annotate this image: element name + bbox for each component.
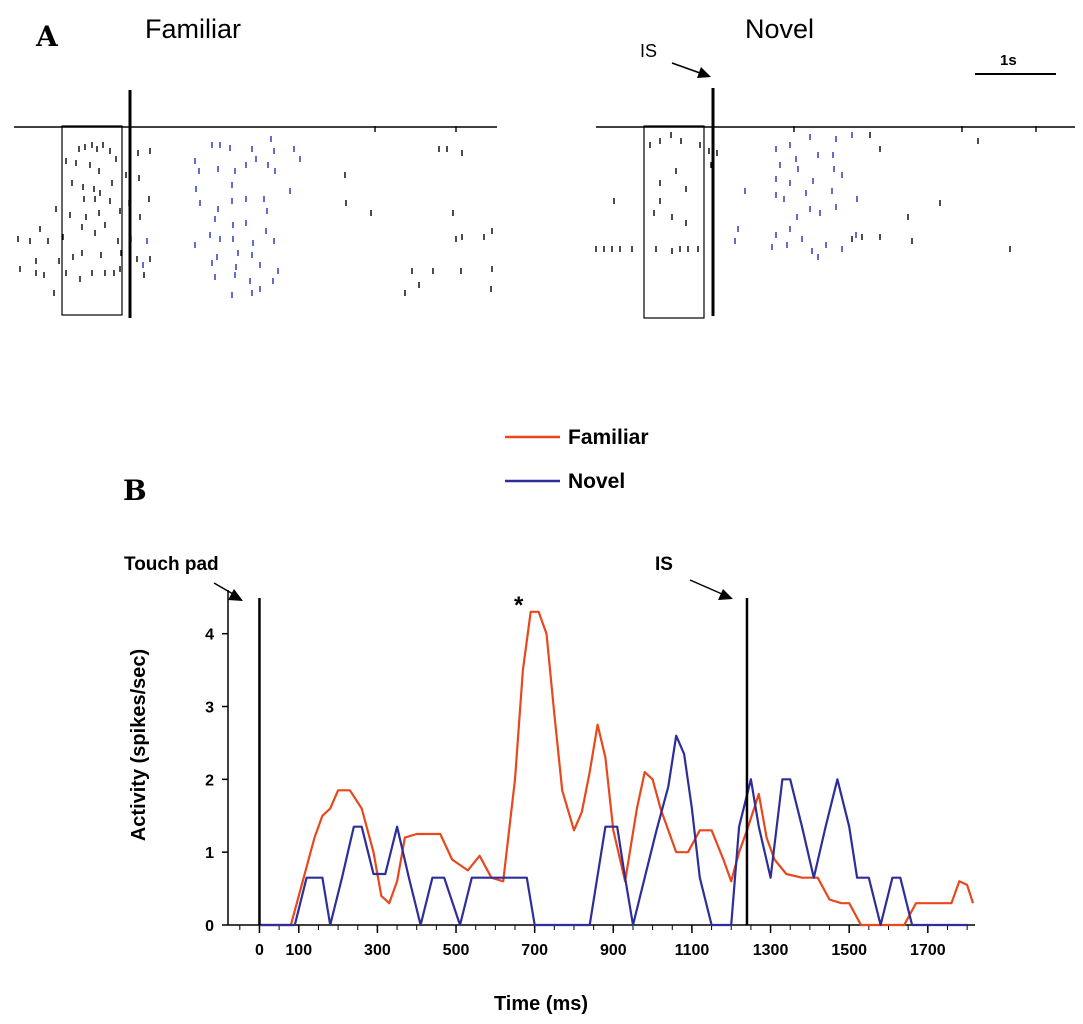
series-line-familiar — [259, 610, 975, 927]
raster-novel-is-arrow-head — [697, 67, 711, 78]
scale-bar-label: 1s — [1000, 52, 1017, 69]
x-tick-label: 1300 — [753, 942, 789, 959]
touch-pad-label: Touch pad — [124, 554, 219, 575]
raster-novel-is-arrow-shaft — [671, 62, 701, 74]
x-tick-label: 100 — [285, 942, 312, 959]
y-tick-label: 3 — [205, 700, 214, 717]
is-label: IS — [655, 554, 673, 575]
raster-familiar-spikes — [17, 126, 493, 298]
x-tick-label: 1700 — [910, 942, 946, 959]
is-arrow-head — [718, 589, 733, 600]
x-tick-label: 900 — [600, 942, 627, 959]
legend-label-novel: Novel — [568, 470, 625, 493]
x-tick-label: 500 — [443, 942, 470, 959]
plot-series — [259, 610, 975, 927]
x-tick-label: 300 — [364, 942, 391, 959]
legend: Familiar Novel — [505, 426, 649, 493]
y-tick-label: 2 — [205, 772, 214, 789]
x-tick-label: 1500 — [831, 942, 867, 959]
raster-novel-is-label: IS — [640, 41, 657, 61]
raster-familiar-title: Familiar — [145, 14, 241, 44]
raster-familiar — [14, 90, 497, 318]
y-axis-title: Activity (spikes/sec) — [128, 649, 150, 841]
series-line-novel — [259, 734, 968, 927]
significance-marker: * — [514, 592, 524, 619]
panel-a-letter: A — [35, 20, 59, 53]
panel-b: B Familiar Novel 0 100 300 500 700 900 1100 130… — [123, 426, 975, 1015]
raster-novel-window — [643, 125, 705, 319]
touch-pad-arrow-shaft — [213, 582, 234, 595]
raster-novel: IS 1s — [595, 41, 1075, 319]
panel-a: A Familiar Novel IS 1s — [14, 14, 1075, 319]
x-axis-title: Time (ms) — [494, 993, 588, 1015]
raster-novel-spikes — [595, 126, 1037, 260]
y-tick-label: 4 — [205, 627, 214, 644]
x-tick-label: 1100 — [675, 942, 710, 959]
touch-pad-arrow-head — [228, 589, 243, 601]
plot-events — [258, 598, 749, 925]
is-arrow-shaft — [689, 579, 723, 595]
y-tick-label: 1 — [205, 845, 214, 862]
raster-familiar-window — [61, 125, 123, 316]
panel-b-letter: B — [123, 474, 147, 507]
x-tick-label: 700 — [521, 942, 548, 959]
x-tick-label: 0 — [255, 942, 264, 959]
y-tick-label: 0 — [205, 918, 214, 935]
raster-novel-title: Novel — [745, 14, 814, 44]
legend-label-familiar: Familiar — [568, 426, 649, 449]
